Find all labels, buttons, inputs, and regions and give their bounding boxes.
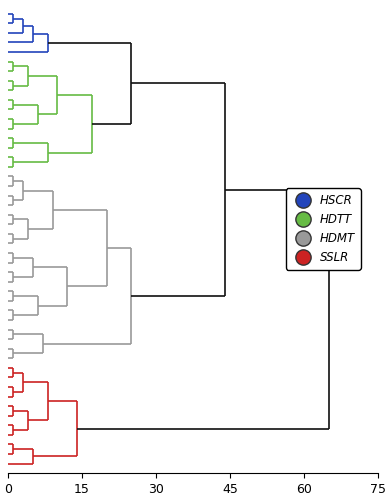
Legend: HSCR, HDTT, HDMT, SSLR: HSCR, HDTT, HDMT, SSLR [285,188,361,270]
